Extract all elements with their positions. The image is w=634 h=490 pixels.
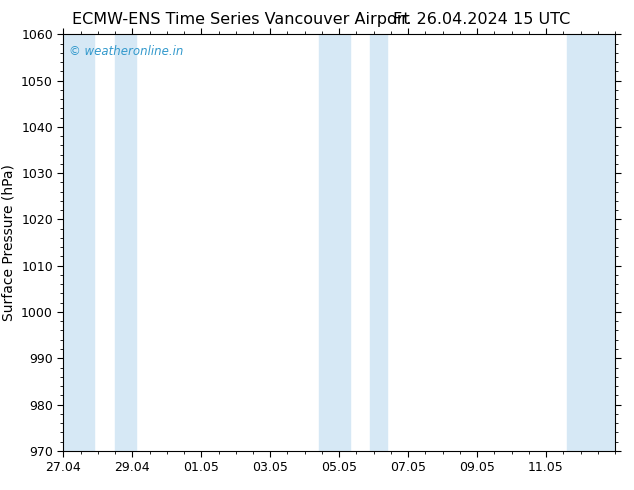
Y-axis label: Surface Pressure (hPa): Surface Pressure (hPa) xyxy=(1,164,16,321)
Text: ECMW-ENS Time Series Vancouver Airport: ECMW-ENS Time Series Vancouver Airport xyxy=(72,12,410,27)
Text: Fr. 26.04.2024 15 UTC: Fr. 26.04.2024 15 UTC xyxy=(393,12,571,27)
Bar xyxy=(567,34,615,451)
Bar xyxy=(318,34,349,451)
Bar xyxy=(370,34,387,451)
Bar xyxy=(63,34,94,451)
Bar xyxy=(115,34,136,451)
Text: © weatheronline.in: © weatheronline.in xyxy=(69,45,183,58)
